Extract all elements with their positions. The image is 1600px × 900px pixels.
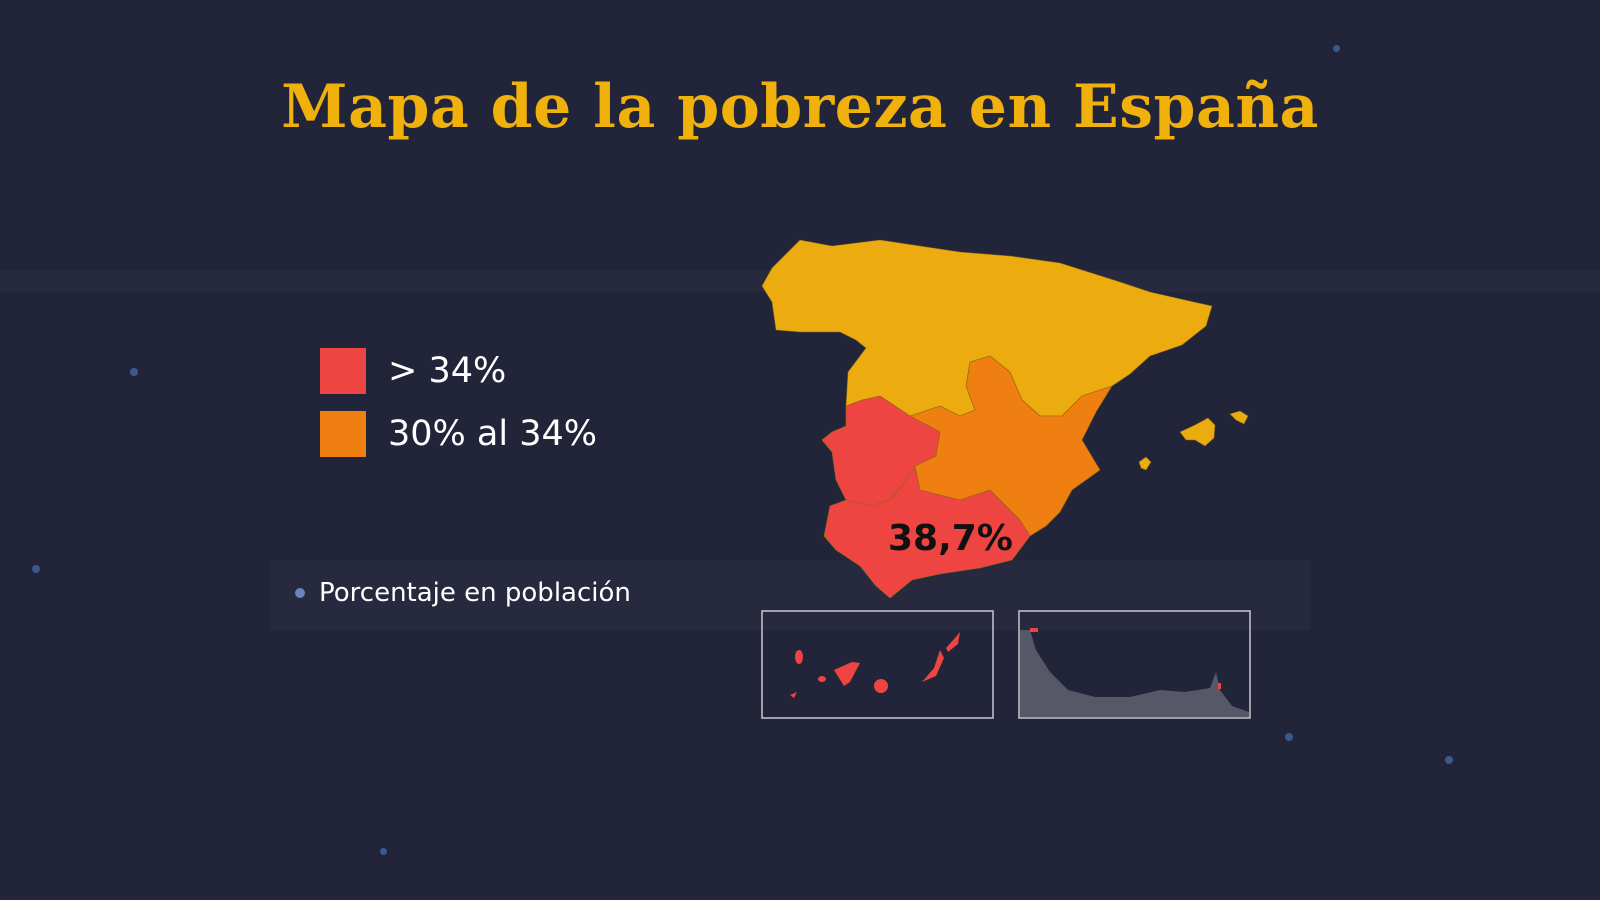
bullet-dot <box>295 588 305 598</box>
canary-islands <box>790 632 960 698</box>
background-dot <box>380 848 387 855</box>
background-dot <box>32 565 40 573</box>
region-mallorca <box>1179 417 1216 447</box>
island <box>874 679 888 693</box>
north-africa-coast <box>1020 630 1249 717</box>
island <box>922 650 944 682</box>
legend-item-medium: 30% al 34% <box>320 411 597 457</box>
background-dot <box>1285 733 1293 741</box>
island <box>834 662 860 686</box>
page-title: Mapa de la pobreza en España <box>281 72 1319 142</box>
note-text: Porcentaje en población <box>319 578 631 608</box>
island <box>946 632 960 652</box>
legend-swatch-orange <box>320 411 366 457</box>
population-note: Porcentaje en población <box>295 578 631 608</box>
legend-item-high: > 34% <box>320 348 506 394</box>
melilla <box>1218 683 1221 689</box>
legend-label: 30% al 34% <box>388 414 598 454</box>
region-menorca <box>1229 410 1249 425</box>
background-dot <box>1333 45 1340 52</box>
background-dot <box>130 368 138 376</box>
region-ibiza <box>1138 456 1152 471</box>
ceuta <box>1030 628 1038 632</box>
island <box>818 676 826 682</box>
ceuta-melilla-inset <box>1018 610 1251 719</box>
background-dot <box>1445 756 1453 764</box>
legend-swatch-red <box>320 348 366 394</box>
legend-label: > 34% <box>388 351 507 391</box>
andalucia-value-label: 38,7% <box>888 518 1013 559</box>
island <box>795 650 803 664</box>
canarias-inset <box>761 610 994 719</box>
region-andalucia <box>823 465 1031 599</box>
island <box>790 692 797 698</box>
